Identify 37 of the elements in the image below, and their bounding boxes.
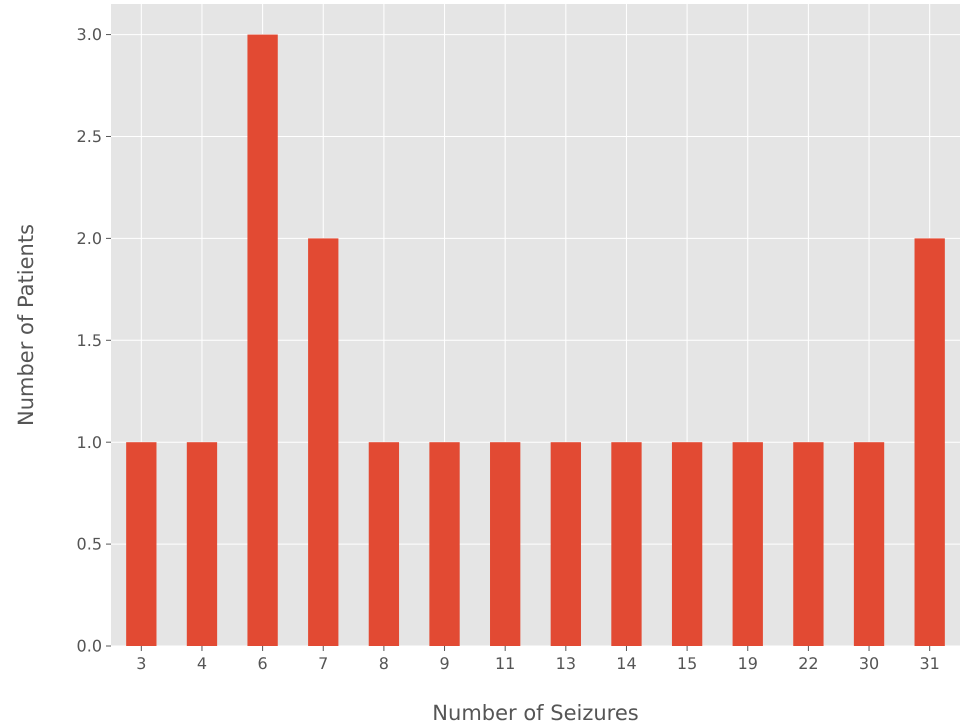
bar xyxy=(126,442,156,646)
bar xyxy=(368,442,400,646)
bar xyxy=(490,442,520,646)
y-axis-title: Number of Patients xyxy=(14,224,38,426)
y-tick-label: 3.0 xyxy=(76,25,102,44)
bar xyxy=(854,442,884,646)
x-tick-label: 9 xyxy=(439,654,450,673)
bar xyxy=(308,238,338,646)
y-tick-label: 2.0 xyxy=(76,228,102,248)
bar xyxy=(914,238,945,646)
x-tick-label: 8 xyxy=(378,654,389,673)
y-tick-label: 1.5 xyxy=(76,330,102,350)
y-tick-label: 2.5 xyxy=(76,127,102,146)
x-tick-label: 30 xyxy=(858,654,880,673)
x-tick-label: 7 xyxy=(318,654,328,673)
x-tick-label: 4 xyxy=(196,654,208,673)
x-tick-label: 11 xyxy=(495,654,516,673)
y-tick-label: 1.0 xyxy=(76,432,102,452)
bar xyxy=(429,442,460,646)
x-tick-label: 6 xyxy=(258,654,268,673)
bar xyxy=(793,442,824,646)
bar xyxy=(732,442,763,646)
bar xyxy=(550,442,581,646)
x-tick-label: 15 xyxy=(676,654,698,673)
x-tick-label: 3 xyxy=(136,654,146,673)
bar xyxy=(672,442,702,646)
x-tick-label: 31 xyxy=(920,654,940,673)
bar xyxy=(247,34,278,646)
y-tick-label: 0.0 xyxy=(76,636,102,656)
x-tick-label: 22 xyxy=(798,654,819,673)
x-tick-label: 19 xyxy=(738,654,758,673)
x-tick-label: 14 xyxy=(616,654,637,673)
bar xyxy=(186,442,218,646)
bar xyxy=(611,442,642,646)
x-tick-label: 13 xyxy=(556,654,576,673)
x-axis-title: Number of Seizures xyxy=(432,701,639,725)
y-tick-label: 0.5 xyxy=(76,534,102,554)
